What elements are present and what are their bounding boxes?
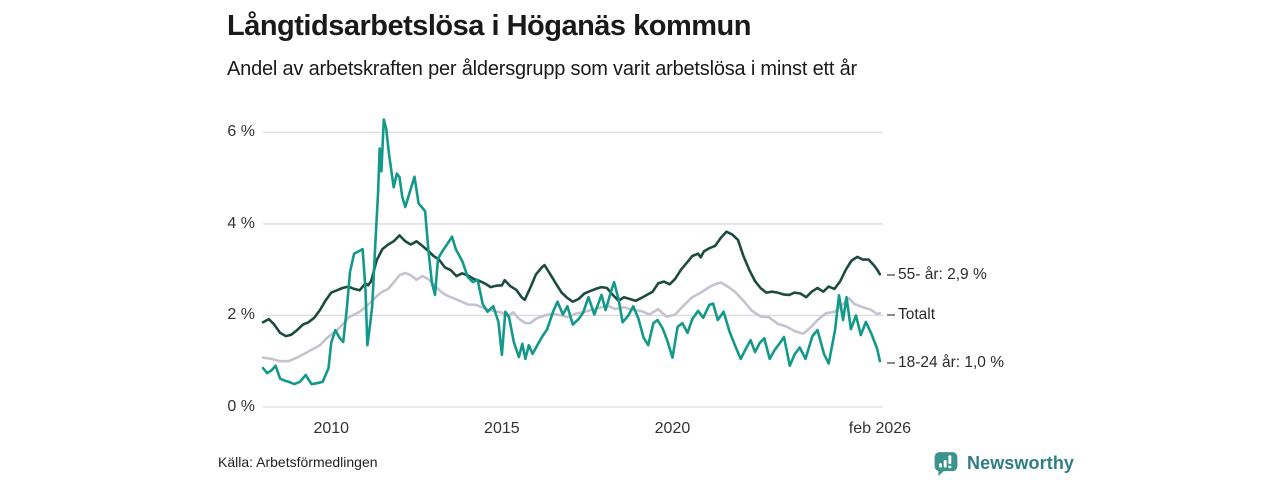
end-label-dash-0 [887, 314, 895, 317]
series-line-0-Totalt [261, 271, 882, 363]
end-label-text-0: Totalt [898, 306, 936, 324]
chart-subtitle: Andel av arbetskraften per åldersgrupp s… [227, 58, 857, 80]
x-tick-label-3: feb 2026 [848, 420, 912, 437]
y-tick-label-1: 2 % [227, 306, 255, 324]
end-label-dash-2 [887, 362, 895, 365]
chart-title: Långtidsarbetslösa i Höganäs kommun [227, 10, 751, 42]
end-label-0-Totalt: Totalt [887, 305, 935, 325]
end-label-2-18-24 år: 18-24 år: 1,0 % [887, 353, 1004, 373]
newsworthy-wordmark: Newsworthy [967, 452, 1075, 473]
end-label-text-1: 55- år: 2,9 % [898, 266, 987, 284]
end-label-1-55- år: 55- år: 2,9 % [887, 265, 987, 285]
end-label-text-2: 18-24 år: 1,0 % [898, 354, 1004, 372]
y-tick-label-0: 0 % [227, 398, 255, 415]
series-line-2-18-24 år [261, 118, 882, 386]
x-tick-label-1: 2015 [484, 420, 520, 437]
x-tick-label-2: 2020 [654, 420, 691, 437]
newsworthy-logo[interactable]: Newsworthy [933, 450, 1074, 476]
x-tick-label-0: 2010 [313, 420, 350, 437]
series-line-1-55- år [261, 230, 882, 338]
end-label-dash-1 [887, 274, 895, 277]
y-tick-label-2: 4 % [227, 214, 255, 232]
source-note: Källa: Arbetsförmedlingen [218, 454, 378, 470]
y-tick-label-3: 6 % [227, 123, 255, 141]
newsworthy-icon [934, 452, 958, 476]
